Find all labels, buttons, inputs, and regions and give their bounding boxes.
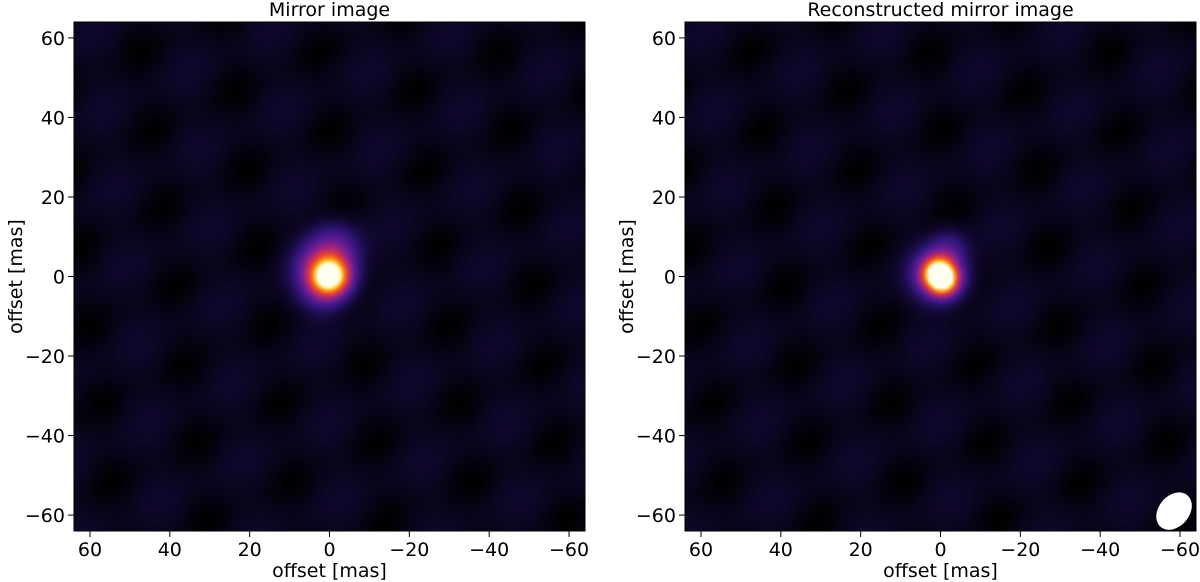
chart-title: Reconstructed mirror image	[807, 0, 1073, 21]
x-tick-label: −60	[1160, 539, 1200, 561]
x-tick-label: −20	[1000, 539, 1040, 561]
x-tick-label: 20	[849, 539, 873, 561]
x-tick-label: −40	[1080, 539, 1120, 561]
y-tick-label: −40	[25, 426, 65, 448]
y-axis-label: offset [mas]	[616, 219, 638, 334]
x-tick-label: −60	[549, 539, 589, 561]
x-axis-label: offset [mas]	[272, 560, 387, 582]
y-tick-label: 40	[41, 107, 65, 129]
y-tick-label: 0	[53, 267, 65, 289]
x-tick-label: 0	[323, 539, 335, 561]
x-tick-label: 20	[238, 539, 262, 561]
source-emission	[74, 22, 585, 531]
y-tick-label: 20	[652, 187, 676, 209]
chart-title: Mirror image	[269, 0, 390, 21]
y-axis-label: offset [mas]	[5, 219, 27, 334]
y-tick-label: 40	[652, 107, 676, 129]
y-tick-label: −20	[636, 346, 676, 368]
x-tick-label: 40	[158, 539, 182, 561]
y-tick-label: 20	[41, 187, 65, 209]
x-tick-label: 0	[934, 539, 946, 561]
y-tick-label: 0	[664, 267, 676, 289]
y-tick-label: −40	[636, 426, 676, 448]
x-tick-label: 60	[78, 539, 102, 561]
x-tick-label: −40	[469, 539, 509, 561]
y-tick-label: −20	[25, 346, 65, 368]
x-tick-label: −20	[389, 539, 429, 561]
y-tick-label: −60	[25, 505, 65, 527]
y-tick-label: 60	[41, 28, 65, 50]
y-tick-label: 60	[652, 28, 676, 50]
x-tick-label: 60	[689, 539, 713, 561]
panel-2: 60 40 20 0 −20 −40 −60 60 40 20 0 −20 −40 −60 Reconstr…	[616, 0, 1200, 582]
x-tick-label: 40	[769, 539, 793, 561]
beam-ellipse	[1156, 492, 1192, 530]
x-axis-label: offset [mas]	[883, 560, 998, 582]
y-tick-label: −60	[636, 505, 676, 527]
panel-1: 60 40 20 0 −20 −40 −60 60 40 20 0 −20 −40 −60 Mirror i…	[5, 0, 589, 582]
source-emission	[685, 22, 1196, 531]
